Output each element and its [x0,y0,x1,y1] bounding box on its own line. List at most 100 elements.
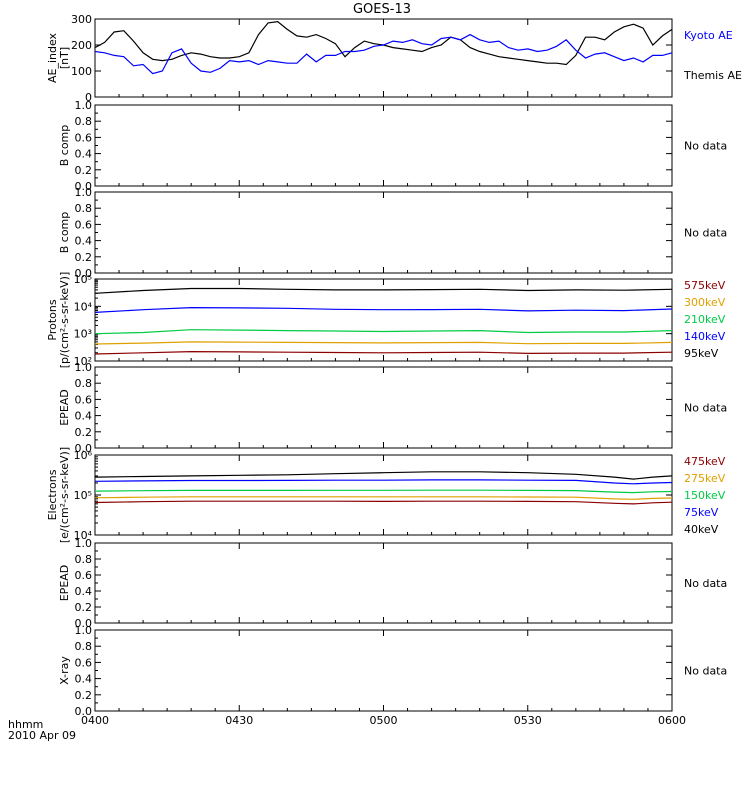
y-axis-units: [e/(cm²-s-sr-keV)] [58,447,71,543]
legend-entry: 300keV [684,296,726,309]
y-axis-label: Electrons [46,469,59,520]
series-line [94,306,673,313]
y-tick-label: 0.2 [75,426,93,439]
panel-6: 0.0 0.2 0.4 0.6 0.8 1.0 EPEAD No data [58,537,727,630]
y-tick-label: 0.6 [75,218,93,231]
y-tick-label: 0.8 [75,553,93,566]
panel-frame [94,366,673,449]
y-tick-label: 0.4 [75,410,93,423]
y-tick-label: 0.0 [75,617,93,630]
series-line [94,33,673,75]
series-line [94,471,673,480]
y-axis-label: B comp [58,125,71,167]
legend-entry: 40keV [684,523,719,536]
y-tick-label: 10⁴ [74,529,93,542]
series-line [94,329,673,335]
panel-frame [94,278,673,362]
y-tick-label: 10² [74,355,92,368]
y-tick-label: 0.8 [75,115,93,128]
no-data-note: No data [684,140,727,153]
legend-entry: 575keV [684,279,726,292]
legend-entry: Themis AE [683,69,742,82]
y-tick-label: 0 [85,91,92,104]
y-tick-label: 100 [71,65,92,78]
y-tick-label: 0.6 [75,393,93,406]
y-tick-label: 0.0 [75,442,93,455]
panel-frame [94,104,673,187]
y-axis-label: EPEAD [58,389,71,426]
legend-entry: Kyoto AE [684,29,733,42]
x-tick-label: 0500 [370,714,398,727]
legend-entry: 475keV [684,455,726,468]
y-tick-label: 1.0 [75,537,93,550]
y-tick-label: 200 [71,39,92,52]
y-tick-label: 10³ [74,328,92,341]
y-axis-label: AE_index [46,32,59,83]
y-axis-label: B comp [58,212,71,254]
legend-entry: 210keV [684,313,726,326]
series-line [94,489,673,494]
footer-time-label: hhmm [8,718,43,731]
legend-entry: 140keV [684,330,726,343]
y-tick-label: 0.6 [75,569,93,582]
y-tick-label: 1.0 [75,186,93,199]
y-tick-label: 0.4 [75,673,93,686]
y-tick-label: 0.8 [75,202,93,215]
panel-frame [94,542,673,624]
y-tick-label: 300 [71,13,92,26]
legend-entry: 75keV [684,506,719,519]
series-line [94,341,673,345]
x-tick-label: 0600 [658,714,686,727]
x-axis: 0400 0430 0500 0530 0600 [81,714,686,727]
panel-1: 0.0 0.2 0.4 0.6 0.8 1.0 B comp No data [58,99,727,193]
y-tick-label: 0.4 [75,235,93,248]
y-tick-label: 0.2 [75,164,93,177]
y-tick-label: 1.0 [75,99,93,112]
y-tick-label: 0.0 [75,180,93,193]
y-tick-label: 0.6 [75,656,93,669]
panel-7: 0.0 0.2 0.4 0.6 0.8 1.0 X-ray No data [58,624,727,718]
y-tick-label: 0.2 [75,251,93,264]
footer-date-label: 2010 Apr 09 [8,729,76,742]
no-data-note: No data [684,577,727,590]
panel-frame [94,629,673,712]
y-tick-label: 0.8 [75,377,93,390]
no-data-note: No data [684,665,727,678]
y-tick-label: 1.0 [75,624,93,637]
y-tick-label: 0.6 [75,131,93,144]
panel-3: 10² 10³ 10⁴ 10⁵ Protons [p/(cm²-s-sr-keV)] 575… [46,272,726,369]
y-tick-label: 10⁵ [74,489,92,502]
y-tick-label: 10⁶ [74,449,93,462]
x-tick-label: 0400 [81,714,109,727]
y-axis-label: Protons [46,299,59,340]
y-tick-label: 10⁵ [74,273,92,286]
legend-entry: 275keV [684,472,726,485]
series-line [94,350,673,355]
y-tick-label: 10⁴ [74,300,93,313]
y-tick-label: 0.4 [75,585,93,598]
y-tick-label: 0.0 [75,705,93,718]
panel-frame [94,191,673,274]
series-line [94,287,673,294]
series-line [94,479,673,485]
legend-entry: 150keV [684,489,726,502]
y-tick-label: 0.2 [75,601,93,614]
y-tick-label: 0.4 [75,148,93,161]
y-tick-label: 0.0 [75,267,93,280]
series-line [94,500,673,505]
series-line [94,496,673,500]
x-tick-label: 0530 [514,714,542,727]
no-data-note: No data [684,402,727,415]
y-axis-label: EPEAD [58,565,71,602]
legend-entry: 95keV [684,347,719,360]
y-tick-label: 0.2 [75,689,93,702]
panel-5: 10⁴ 10⁵ 10⁶ Electrons [e/(cm²-s-sr-keV)] 475k… [46,447,726,543]
panel-4: 0.0 0.2 0.4 0.6 0.8 1.0 EPEAD No data [58,361,727,455]
no-data-note: No data [684,227,727,240]
y-axis-units: [nT] [58,47,71,69]
figure-title: GOES-13 [353,2,411,17]
panel-0: 0 100 200 300 AE_index [nT] Kyoto AE Themis AE [46,13,742,104]
x-tick-label: 0430 [225,714,253,727]
